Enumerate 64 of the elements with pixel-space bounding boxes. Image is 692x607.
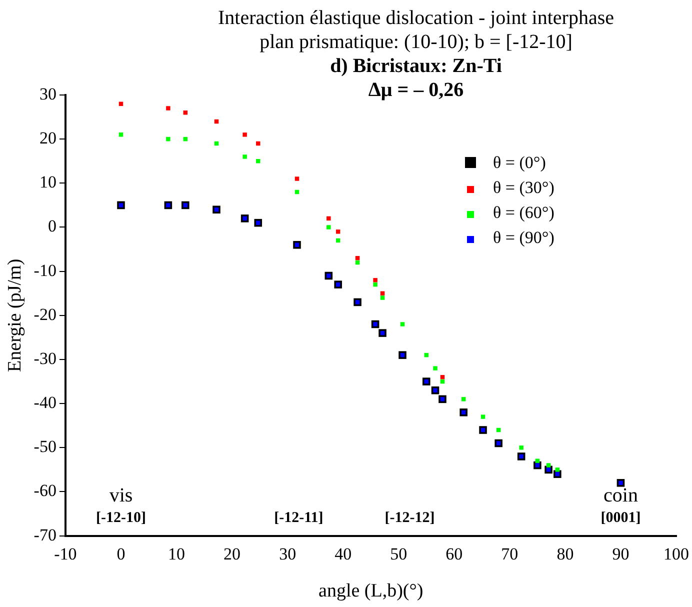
point (461, 397, 466, 402)
annotation: [0001] (600, 510, 641, 526)
y-tick-label: -50 (34, 437, 56, 456)
x-tick-label: 50 (390, 544, 408, 564)
annotation: Δμ = – 0,26 (367, 78, 465, 102)
x-tick-label: 0 (116, 544, 126, 564)
chart-title: Interaction élastique dislocation - joint interphase (217, 6, 615, 30)
point (183, 110, 188, 115)
y-tick-label: -10 (34, 260, 56, 280)
y-tick-label: -70 (34, 525, 56, 544)
legend-label: θ = (0°) (493, 152, 546, 174)
x-tick-label: 30 (279, 544, 296, 564)
point (294, 176, 300, 181)
point (242, 132, 247, 137)
annotation: [-12-12] (384, 510, 435, 526)
x-tick-label: 80 (556, 544, 574, 564)
x-tick-label: 100 (664, 544, 689, 564)
y-tick-label: 0 (48, 216, 56, 236)
point (480, 414, 486, 419)
y-tick-label: 10 (39, 172, 56, 192)
x-tick-label: 70 (501, 544, 518, 564)
point (118, 132, 124, 137)
point (546, 463, 551, 468)
point (326, 216, 331, 221)
y-tick-label: -40 (34, 393, 56, 412)
point (166, 136, 170, 142)
point (535, 458, 540, 463)
legend-label: θ = (90°) (493, 227, 554, 249)
point (380, 291, 385, 296)
x-axis-title: angle (L,b)(°) (318, 580, 424, 602)
point (519, 446, 524, 450)
point (256, 159, 260, 164)
point (256, 141, 260, 146)
y-tick-label: -60 (34, 481, 56, 500)
annotation: coin (604, 484, 638, 506)
point (118, 102, 124, 106)
y-tick-label: -20 (34, 304, 56, 324)
legend-label: θ = (30°) (493, 177, 554, 199)
point (433, 366, 438, 370)
point (373, 278, 378, 282)
point (166, 106, 170, 110)
point (400, 322, 405, 326)
point (555, 468, 560, 472)
y-tick-label: 20 (39, 128, 56, 148)
chart-subtitle: plan prismatique: (10-10); b = [-12-10] (258, 30, 574, 54)
y-axis-title: Energie (pJ/m) (4, 258, 26, 372)
x-tick-label: 40 (334, 544, 352, 564)
annotation: vis (109, 484, 133, 506)
point (326, 225, 331, 230)
x-tick-label: -10 (54, 544, 77, 564)
y-tick-label: -30 (34, 348, 56, 368)
y-tick-label: 30 (39, 84, 56, 104)
x-tick-label: 60 (446, 544, 463, 564)
text: d) Bicristaux: Zn-Ti (329, 54, 503, 78)
point (380, 296, 385, 300)
point (336, 230, 340, 234)
point (373, 282, 378, 287)
point (242, 154, 247, 159)
x-tick-label: 90 (612, 544, 630, 564)
legend-label: θ = (60°) (493, 202, 554, 224)
x-tick-label: 20 (224, 544, 241, 564)
annotation: [-12-10] (96, 510, 146, 526)
annotation: [-12-11] (274, 510, 324, 526)
x-tick-label: 10 (168, 544, 186, 564)
